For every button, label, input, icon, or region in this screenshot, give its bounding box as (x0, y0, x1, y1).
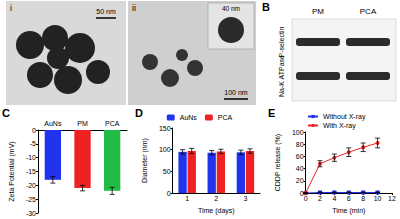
svg-text:100 nm: 100 nm (224, 89, 248, 96)
svg-text:PCA: PCA (105, 120, 120, 127)
svg-text:4: 4 (332, 195, 336, 202)
svg-text:Time (min): Time (min) (332, 207, 365, 215)
svg-text:100: 100 (159, 146, 171, 153)
svg-text:Without X-ray: Without X-ray (323, 113, 366, 121)
svg-text:-5: -5 (30, 140, 36, 147)
svg-text:10: 10 (374, 195, 382, 202)
svg-text:PCA: PCA (218, 114, 233, 121)
svg-text:1: 1 (185, 195, 189, 202)
svg-text:50 nm: 50 nm (96, 8, 116, 15)
svg-text:PCA: PCA (360, 7, 377, 16)
svg-text:50: 50 (163, 168, 171, 175)
svg-text:-20: -20 (26, 182, 36, 189)
svg-text:PM: PM (312, 7, 324, 16)
svg-text:AuNs: AuNs (44, 120, 62, 127)
svg-text:12: 12 (388, 195, 396, 202)
svg-text:20: 20 (296, 177, 304, 184)
svg-text:P-selectin: P-selectin (278, 27, 285, 58)
svg-text:With X-ray: With X-ray (323, 122, 356, 130)
svg-text:C: C (2, 107, 10, 119)
svg-text:-15: -15 (26, 168, 36, 175)
svg-text:Time (days): Time (days) (198, 207, 235, 215)
svg-text:0: 0 (167, 190, 171, 197)
svg-text:0: 0 (32, 127, 36, 134)
svg-text:Diameter (nm): Diameter (nm) (141, 138, 149, 183)
svg-text:2: 2 (318, 195, 322, 202)
svg-text:i: i (10, 3, 12, 13)
svg-text:ii: ii (132, 3, 136, 13)
svg-text:CDDP release (%): CDDP release (%) (274, 134, 282, 191)
svg-text:AuNs: AuNs (180, 114, 198, 121)
svg-text:6: 6 (347, 195, 351, 202)
svg-text:150: 150 (159, 125, 171, 132)
svg-text:-25: -25 (26, 196, 36, 203)
svg-text:Zeta Potential (mV): Zeta Potential (mV) (8, 141, 16, 201)
svg-text:PM: PM (77, 120, 88, 127)
svg-text:40 nm: 40 nm (222, 5, 240, 12)
svg-text:-30: -30 (26, 210, 36, 217)
svg-text:B: B (262, 1, 270, 13)
svg-text:60: 60 (296, 153, 304, 160)
svg-text:-10: -10 (26, 154, 36, 161)
svg-text:2: 2 (214, 195, 218, 202)
svg-text:Na-K ATPase: Na-K ATPase (278, 55, 285, 97)
svg-text:80: 80 (296, 141, 304, 148)
svg-text:D: D (135, 107, 143, 119)
svg-text:100: 100 (292, 129, 304, 136)
svg-text:0: 0 (304, 195, 308, 202)
svg-text:3: 3 (243, 195, 247, 202)
svg-text:40: 40 (296, 165, 304, 172)
svg-text:0: 0 (299, 189, 304, 197)
svg-text:8: 8 (361, 195, 365, 202)
svg-text:E: E (268, 107, 275, 119)
